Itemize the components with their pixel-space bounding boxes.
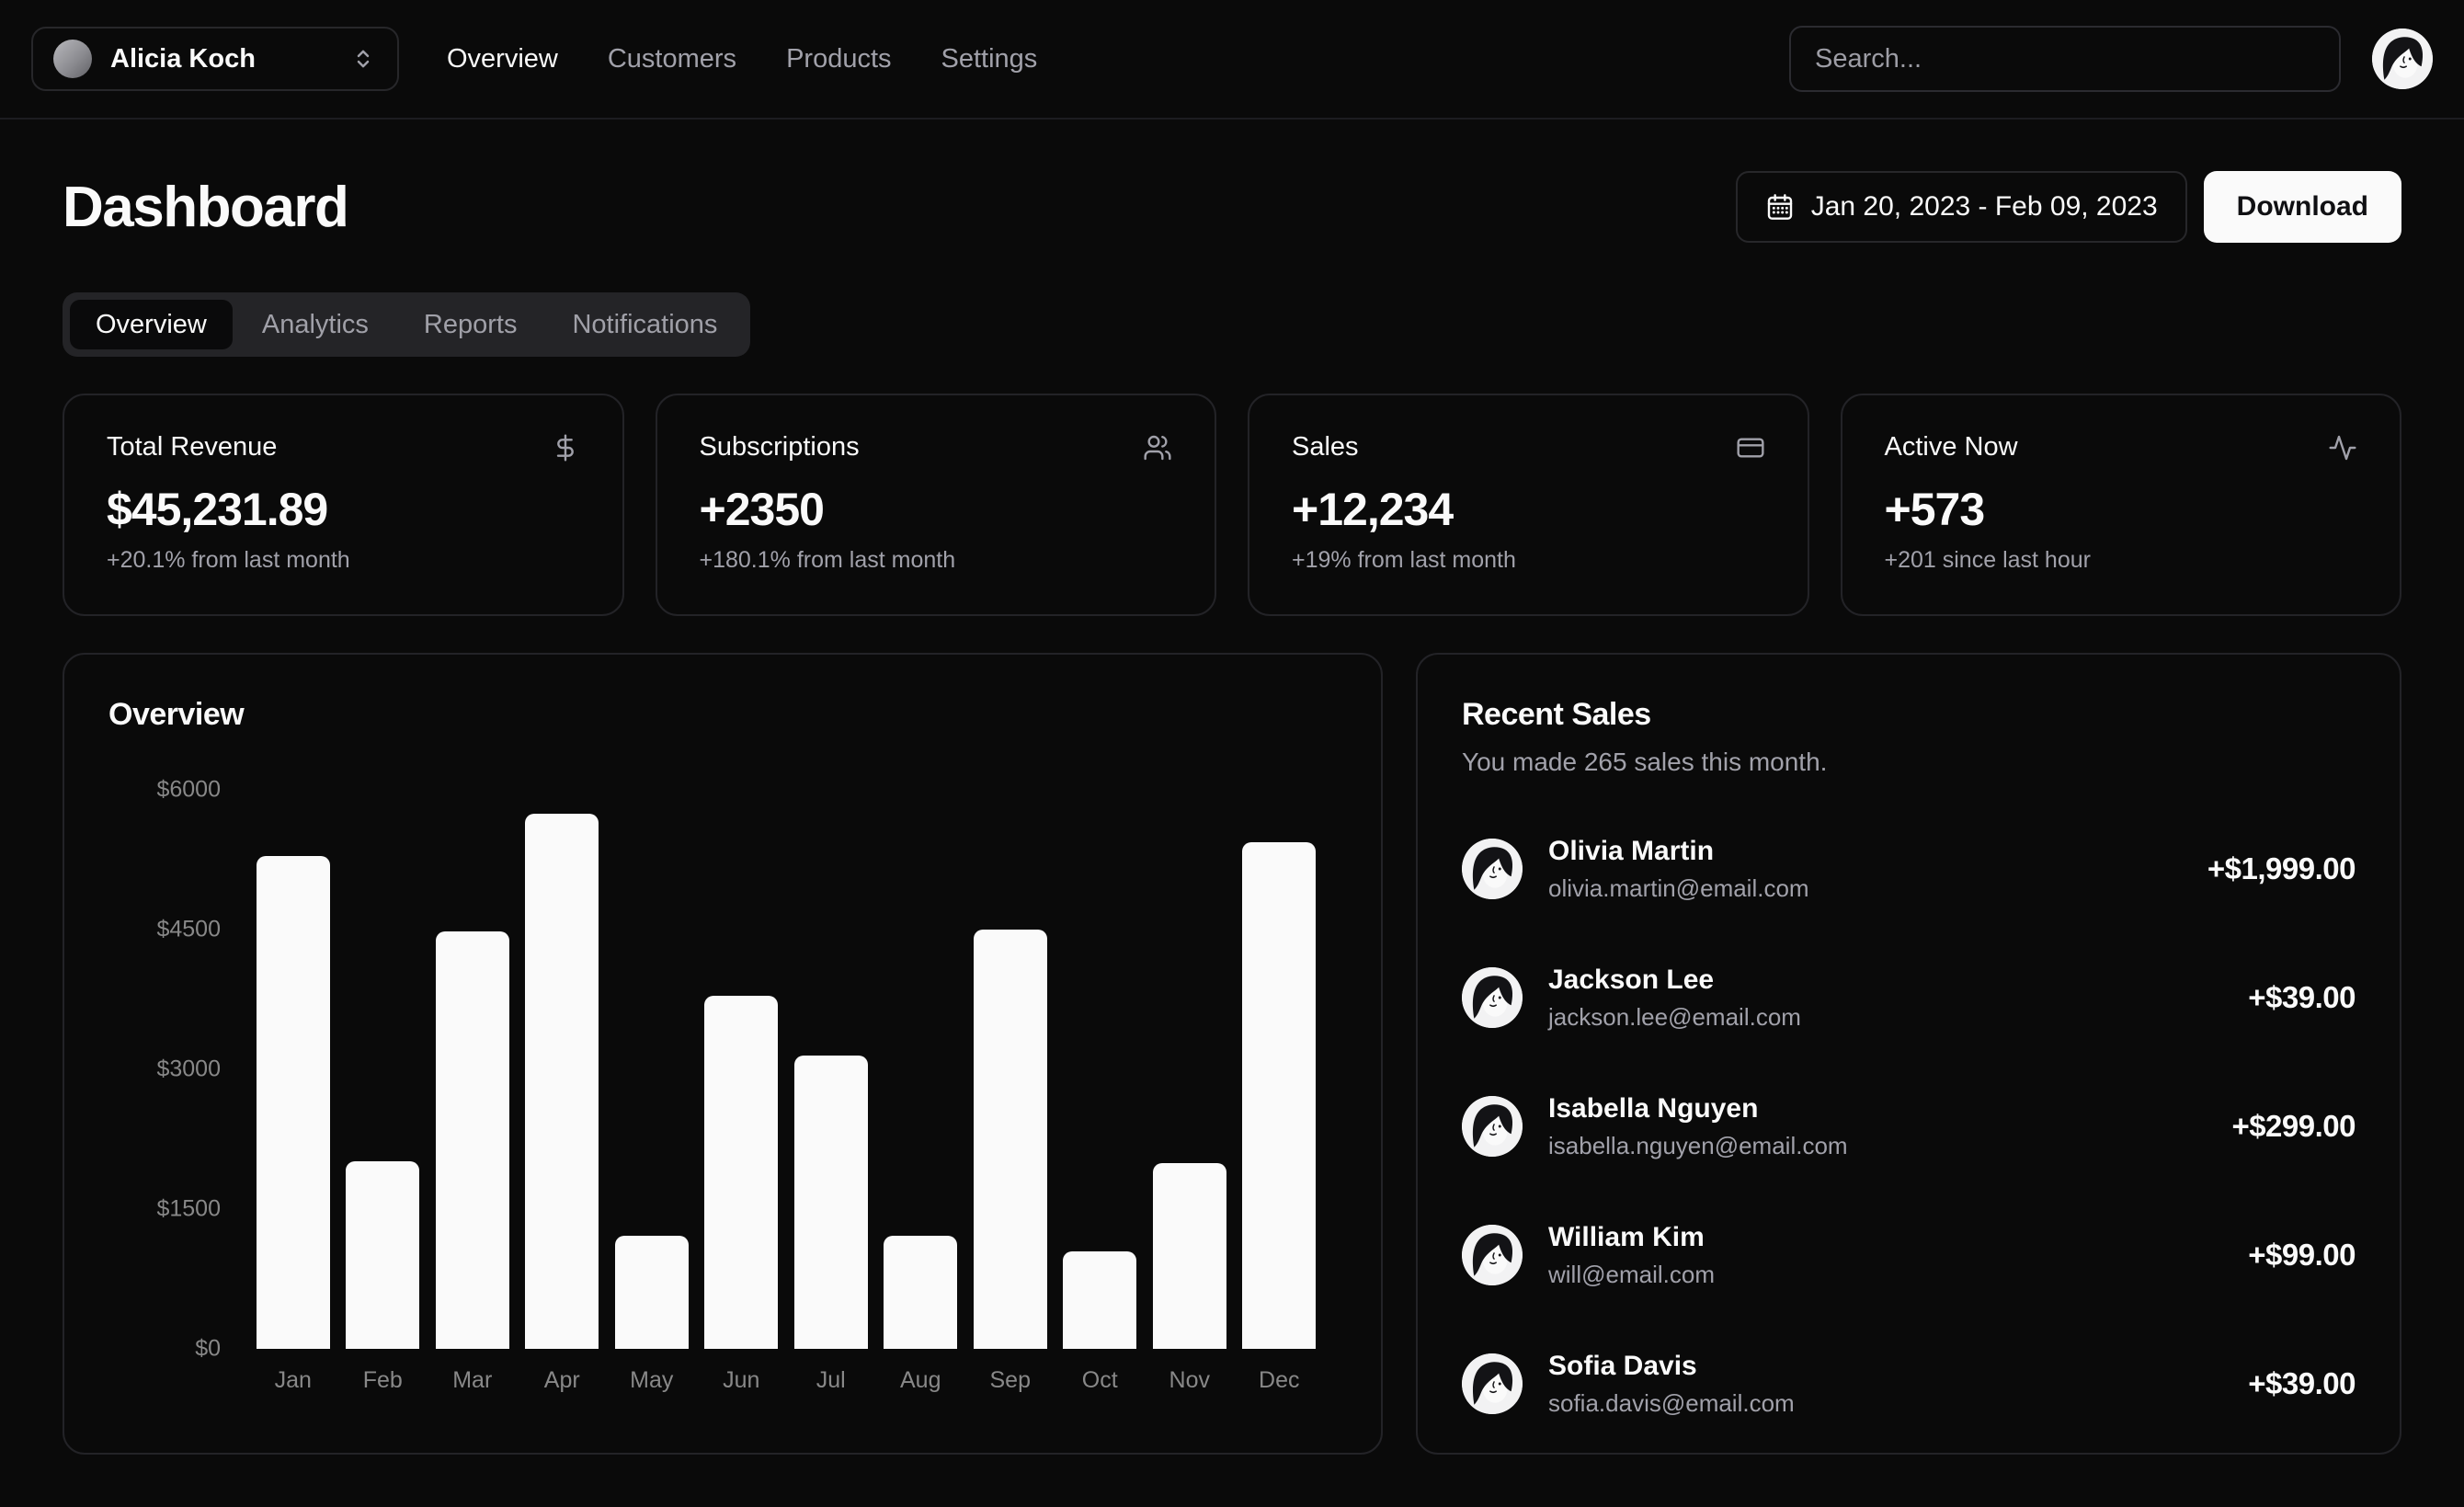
sale-amount: +$39.00 (2248, 980, 2356, 1014)
customer-name: Isabella Nguyen (1548, 1092, 1759, 1124)
user-avatar[interactable] (2372, 29, 2433, 89)
search-input[interactable] (1789, 26, 2341, 92)
y-axis-tick: $3000 (156, 1056, 221, 1082)
nav-overview[interactable]: Overview (447, 43, 558, 74)
card-title: Subscriptions (699, 432, 860, 462)
tab-analytics[interactable]: Analytics (236, 300, 394, 349)
tab-notifications[interactable]: Notifications (546, 300, 743, 349)
card-total-revenue: Total Revenue $45,231.89 +20.1% from las… (63, 394, 624, 616)
customer-name: Jackson Lee (1548, 964, 1715, 995)
customer-email: will@email.com (1548, 1260, 1715, 1288)
nav-settings[interactable]: Settings (941, 43, 1038, 74)
y-axis-tick: $1500 (156, 1195, 221, 1222)
bar-jul (786, 790, 876, 1349)
download-button[interactable]: Download (2203, 171, 2401, 243)
sale-row: Olivia Martin olivia.martin@email.com +$… (1462, 830, 2356, 908)
card-change: +20.1% from last month (107, 547, 350, 573)
bar-feb (338, 790, 428, 1349)
card-value: +2350 (699, 484, 825, 535)
sale-row: Jackson Lee jackson.lee@email.com +$39.0… (1462, 959, 2356, 1036)
credit-card-icon (1736, 433, 1765, 462)
bar-jan (248, 790, 338, 1349)
tab-overview[interactable]: Overview (70, 300, 233, 349)
bar-chart: $6000 $4500 $3000 $1500 $0 (156, 777, 1325, 1362)
bar-may (607, 790, 697, 1349)
recent-sales-title: Recent Sales (1462, 697, 1651, 732)
card-change: +19% from last month (1292, 547, 1516, 573)
y-axis-tick: $6000 (156, 776, 221, 803)
card-value: $45,231.89 (107, 484, 328, 535)
sale-row: William Kim will@email.com +$99.00 (1462, 1216, 2356, 1294)
card-subscriptions: Subscriptions +2350 +180.1% from last mo… (655, 394, 1216, 616)
top-nav: Alicia Koch Overview Customers Products … (0, 0, 2464, 120)
main-nav: Overview Customers Products Settings (447, 44, 1037, 74)
sale-amount: +$1,999.00 (2207, 851, 2356, 885)
y-axis-tick: $4500 (156, 916, 221, 942)
calendar-icon (1765, 192, 1795, 222)
page-title: Dashboard (63, 175, 349, 239)
chart-title: Overview (108, 697, 245, 732)
bar-aug (876, 790, 966, 1349)
bar-apr (518, 790, 608, 1349)
team-switcher[interactable]: Alicia Koch (31, 27, 399, 91)
avatar (1462, 1096, 1523, 1157)
bar-dec (1235, 790, 1325, 1349)
team-avatar (53, 40, 92, 78)
card-sales: Sales +12,234 +19% from last month (1248, 394, 1809, 616)
customer-email: sofia.davis@email.com (1548, 1388, 1795, 1417)
card-value: +573 (1884, 484, 1986, 535)
customer-name: Sofia Davis (1548, 1350, 1697, 1381)
bar-sep (965, 790, 1055, 1349)
recent-sales-card: Recent Sales You made 265 sales this mon… (1416, 653, 2401, 1455)
sale-amount: +$99.00 (2248, 1238, 2356, 1272)
sale-amount: +$299.00 (2231, 1109, 2356, 1143)
stat-cards: Total Revenue $45,231.89 +20.1% from las… (63, 394, 2401, 616)
bar-jun (697, 790, 787, 1349)
avatar (1462, 1353, 1523, 1414)
dashboard-page: Dashboard Jan 20, 2023 - Feb 09, 2023 Do… (0, 120, 2464, 1455)
title-row: Dashboard Jan 20, 2023 - Feb 09, 2023 Do… (63, 171, 2401, 243)
customer-email: isabella.nguyen@email.com (1548, 1131, 1848, 1159)
nav-products[interactable]: Products (786, 43, 892, 74)
bar-nov (1145, 790, 1235, 1349)
activity-icon (2328, 433, 2357, 462)
sale-row: Sofia Davis sofia.davis@email.com +$39.0… (1462, 1345, 2356, 1422)
card-active-now: Active Now +573 +201 since last hour (1840, 394, 2401, 616)
tab-reports[interactable]: Reports (398, 300, 543, 349)
avatar (1462, 839, 1523, 899)
sale-amount: +$39.00 (2248, 1366, 2356, 1400)
card-value: +12,234 (1292, 484, 1454, 535)
customer-name: Olivia Martin (1548, 835, 1715, 866)
avatar (1462, 967, 1523, 1028)
sale-row: Isabella Nguyen isabella.nguyen@email.co… (1462, 1088, 2356, 1165)
card-title: Sales (1292, 432, 1359, 462)
main-row: Overview $6000 $4500 $3000 $1500 $0 (63, 653, 2401, 1455)
tabs: Overview Analytics Reports Notifications (63, 292, 751, 357)
header-right (1789, 26, 2433, 92)
bar-mar (428, 790, 518, 1349)
avatar (1462, 1225, 1523, 1285)
customer-email: olivia.martin@email.com (1548, 873, 1809, 902)
card-title: Total Revenue (107, 432, 278, 462)
recent-sales-list: Olivia Martin olivia.martin@email.com +$… (1462, 830, 2356, 1422)
y-axis-tick: $0 (195, 1335, 221, 1362)
team-name: Alicia Koch (110, 43, 256, 74)
customer-email: jackson.lee@email.com (1548, 1002, 1801, 1031)
customer-name: William Kim (1548, 1221, 1705, 1252)
recent-sales-subtitle: You made 265 sales this month. (1462, 748, 1828, 776)
dollar-sign-icon (551, 433, 580, 462)
nav-customers[interactable]: Customers (607, 43, 737, 74)
users-icon (1143, 433, 1172, 462)
card-change: +201 since last hour (1884, 547, 2091, 573)
chevron-up-down-icon (349, 45, 377, 73)
overview-chart-card: Overview $6000 $4500 $3000 $1500 $0 (63, 653, 1383, 1455)
bar-oct (1055, 790, 1146, 1349)
date-range-label: Jan 20, 2023 - Feb 09, 2023 (1810, 191, 2158, 222)
card-change: +180.1% from last month (699, 547, 956, 573)
card-title: Active Now (1884, 432, 2018, 462)
page-actions: Jan 20, 2023 - Feb 09, 2023 Download (1735, 171, 2401, 243)
x-axis-labels: Jan Feb Mar Apr May Jun Jul Aug Sep Oct … (274, 1367, 1300, 1393)
date-range-picker[interactable]: Jan 20, 2023 - Feb 09, 2023 (1735, 171, 2187, 243)
